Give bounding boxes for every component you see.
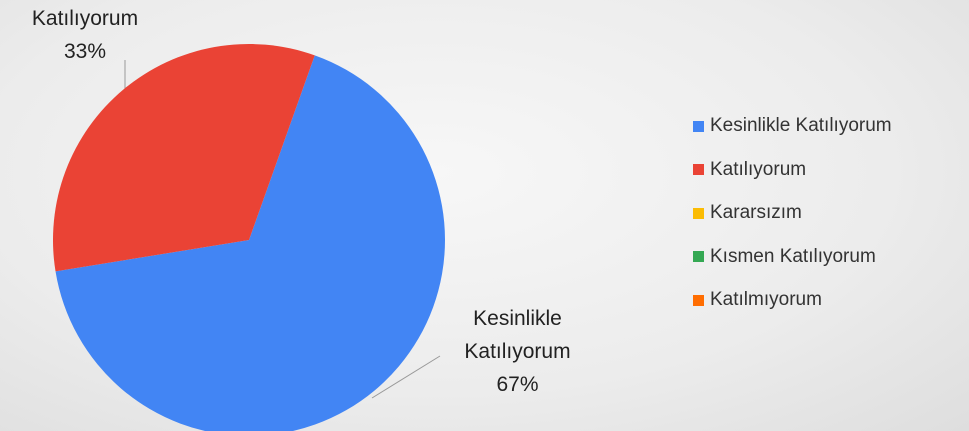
data-label: Katılıyorum 33% <box>5 2 165 68</box>
legend-label: Katılmıyorum <box>710 289 822 310</box>
pie-slice <box>55 55 445 431</box>
pie-slice <box>53 43 315 272</box>
legend-label: Kısmen Katılıyorum <box>710 245 876 267</box>
legend-item: Kararsızım <box>693 202 802 224</box>
legend-swatch <box>693 207 704 219</box>
legend-item: Katılıyorum <box>693 159 806 181</box>
legend-label: Kesinlikle Katılıyorum <box>710 115 892 136</box>
label-value: 67% <box>496 373 539 396</box>
label-category: Katılıyorum <box>31 7 139 30</box>
legend-label: Katılıyorum <box>710 158 807 180</box>
legend-swatch <box>693 251 704 262</box>
leader-line <box>371 355 441 399</box>
legend-swatch <box>693 164 704 175</box>
legend-swatch <box>693 294 704 306</box>
label-category: Kesinlikle Katılıyorum <box>464 307 571 363</box>
legend-swatch <box>693 120 704 132</box>
legend-item: Kesinlikle Katılıyorum <box>693 115 892 137</box>
legend-item: Kısmen Katılıyorum <box>693 246 876 268</box>
data-label: Kesinlikle Katılıyorum 67% <box>430 302 605 401</box>
legend-label: Kararsızım <box>710 202 802 223</box>
legend-item: Katılmıyorum <box>693 289 822 311</box>
label-value: 33% <box>63 40 107 63</box>
